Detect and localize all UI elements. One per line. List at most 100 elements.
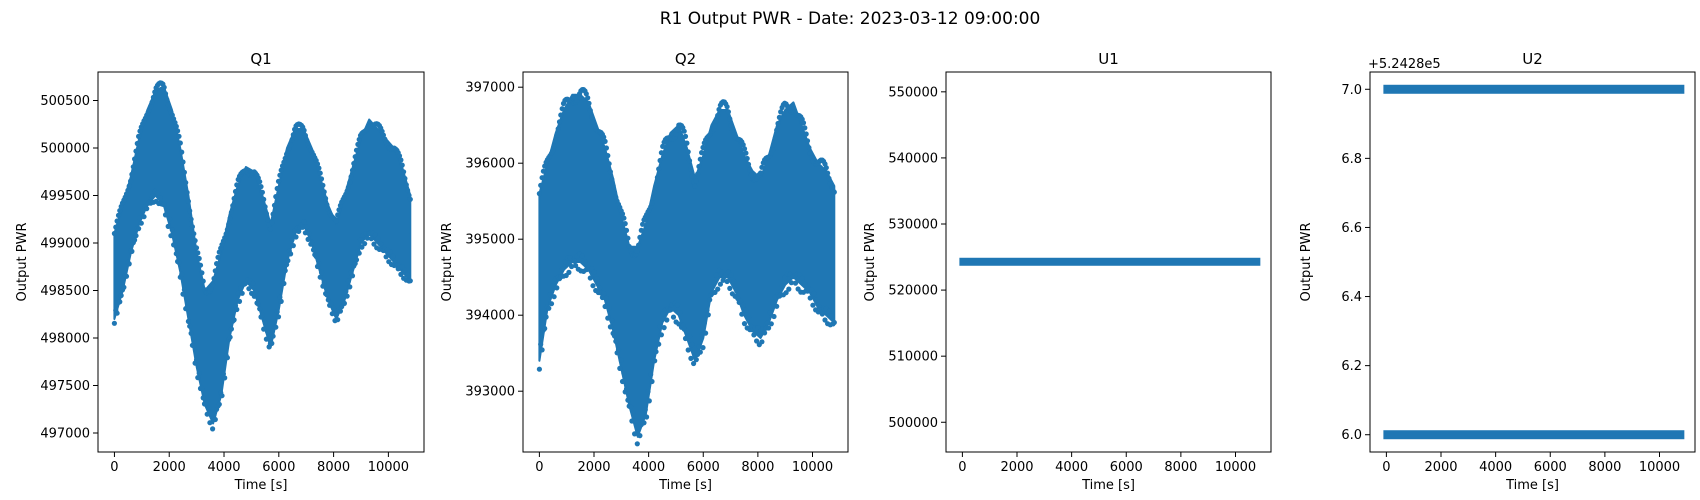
y-tick-label: 500500	[40, 94, 90, 109]
marker	[759, 339, 765, 345]
marker	[231, 317, 237, 323]
x-tick-label: 6000	[1110, 460, 1143, 475]
marker	[613, 194, 619, 200]
marker	[682, 335, 689, 342]
marker	[226, 221, 232, 227]
marker	[277, 294, 283, 300]
marker	[117, 208, 123, 214]
x-tick-label: 2000	[1000, 460, 1033, 475]
marker	[703, 330, 709, 336]
marker	[341, 300, 347, 306]
marker	[288, 251, 294, 257]
marker	[673, 131, 679, 137]
marker	[183, 180, 189, 186]
marker	[210, 426, 216, 432]
y-tick-label: 397000	[465, 81, 515, 96]
marker	[197, 262, 204, 268]
marker	[610, 183, 616, 189]
marker	[168, 233, 174, 239]
marker	[333, 312, 339, 318]
marker	[619, 378, 626, 385]
marker	[185, 318, 191, 324]
subplot-title: U1	[1098, 50, 1119, 68]
marker	[265, 217, 271, 223]
marker	[641, 420, 647, 426]
x-tick-label: 8000	[1164, 460, 1197, 475]
axis-offset-label: +5.2428e5	[1368, 57, 1441, 72]
marker	[216, 249, 222, 255]
marker	[539, 175, 545, 181]
marker	[259, 312, 265, 318]
marker	[195, 250, 201, 256]
marker	[180, 159, 186, 165]
marker	[649, 200, 655, 206]
marker	[211, 412, 217, 418]
marker	[390, 253, 396, 259]
x-tick-label: 4000	[1479, 460, 1512, 475]
marker	[799, 275, 805, 281]
marker	[759, 164, 765, 170]
marker	[321, 280, 327, 286]
marker	[829, 313, 835, 319]
marker	[539, 347, 545, 353]
marker	[696, 163, 702, 170]
marker	[550, 147, 556, 154]
marker	[306, 231, 312, 237]
y-tick-label: 498000	[40, 332, 90, 347]
marker	[304, 224, 310, 230]
y-tick-label: 540000	[888, 151, 938, 166]
marker	[543, 314, 549, 320]
y-tick-label: 498500	[40, 284, 90, 299]
marker	[630, 410, 636, 416]
data-band-1	[1383, 84, 1685, 94]
marker	[405, 272, 411, 278]
marker	[731, 278, 737, 284]
marker	[692, 183, 698, 189]
marker	[337, 308, 343, 314]
data-band	[959, 257, 1261, 266]
marker	[173, 251, 179, 257]
marker	[258, 184, 264, 190]
marker	[212, 416, 218, 423]
marker	[262, 204, 268, 210]
marker	[356, 136, 362, 143]
marker	[343, 289, 349, 295]
marker	[206, 405, 212, 411]
marker	[239, 290, 245, 296]
marker	[270, 211, 276, 217]
marker	[137, 215, 143, 221]
marker	[713, 118, 720, 124]
marker	[227, 215, 233, 221]
marker	[267, 226, 273, 232]
marker	[253, 288, 259, 295]
marker	[605, 153, 611, 159]
marker	[693, 178, 699, 184]
marker	[278, 167, 284, 173]
marker	[141, 214, 147, 220]
marker	[646, 398, 652, 404]
marker	[559, 266, 565, 272]
marker	[649, 378, 655, 385]
marker	[628, 404, 634, 410]
marker	[682, 133, 689, 139]
marker	[582, 259, 588, 265]
marker	[728, 272, 734, 278]
marker	[290, 132, 296, 138]
marker	[357, 237, 364, 243]
marker	[686, 333, 693, 339]
marker	[351, 160, 357, 167]
marker	[619, 211, 626, 217]
marker	[355, 141, 361, 147]
y-axis-label: Output PWR	[1299, 222, 1314, 301]
marker	[579, 253, 585, 259]
marker	[551, 294, 557, 300]
marker	[216, 401, 222, 407]
marker	[540, 168, 547, 174]
marker	[807, 295, 813, 301]
y-axis-label: Output PWR	[15, 222, 30, 301]
marker	[185, 198, 191, 204]
marker	[724, 104, 730, 110]
subplot-q2: 0 2000 4000 6000 8000 10000 393000 394000 395000…	[440, 50, 849, 493]
y-tick-label: 393000	[465, 385, 515, 400]
